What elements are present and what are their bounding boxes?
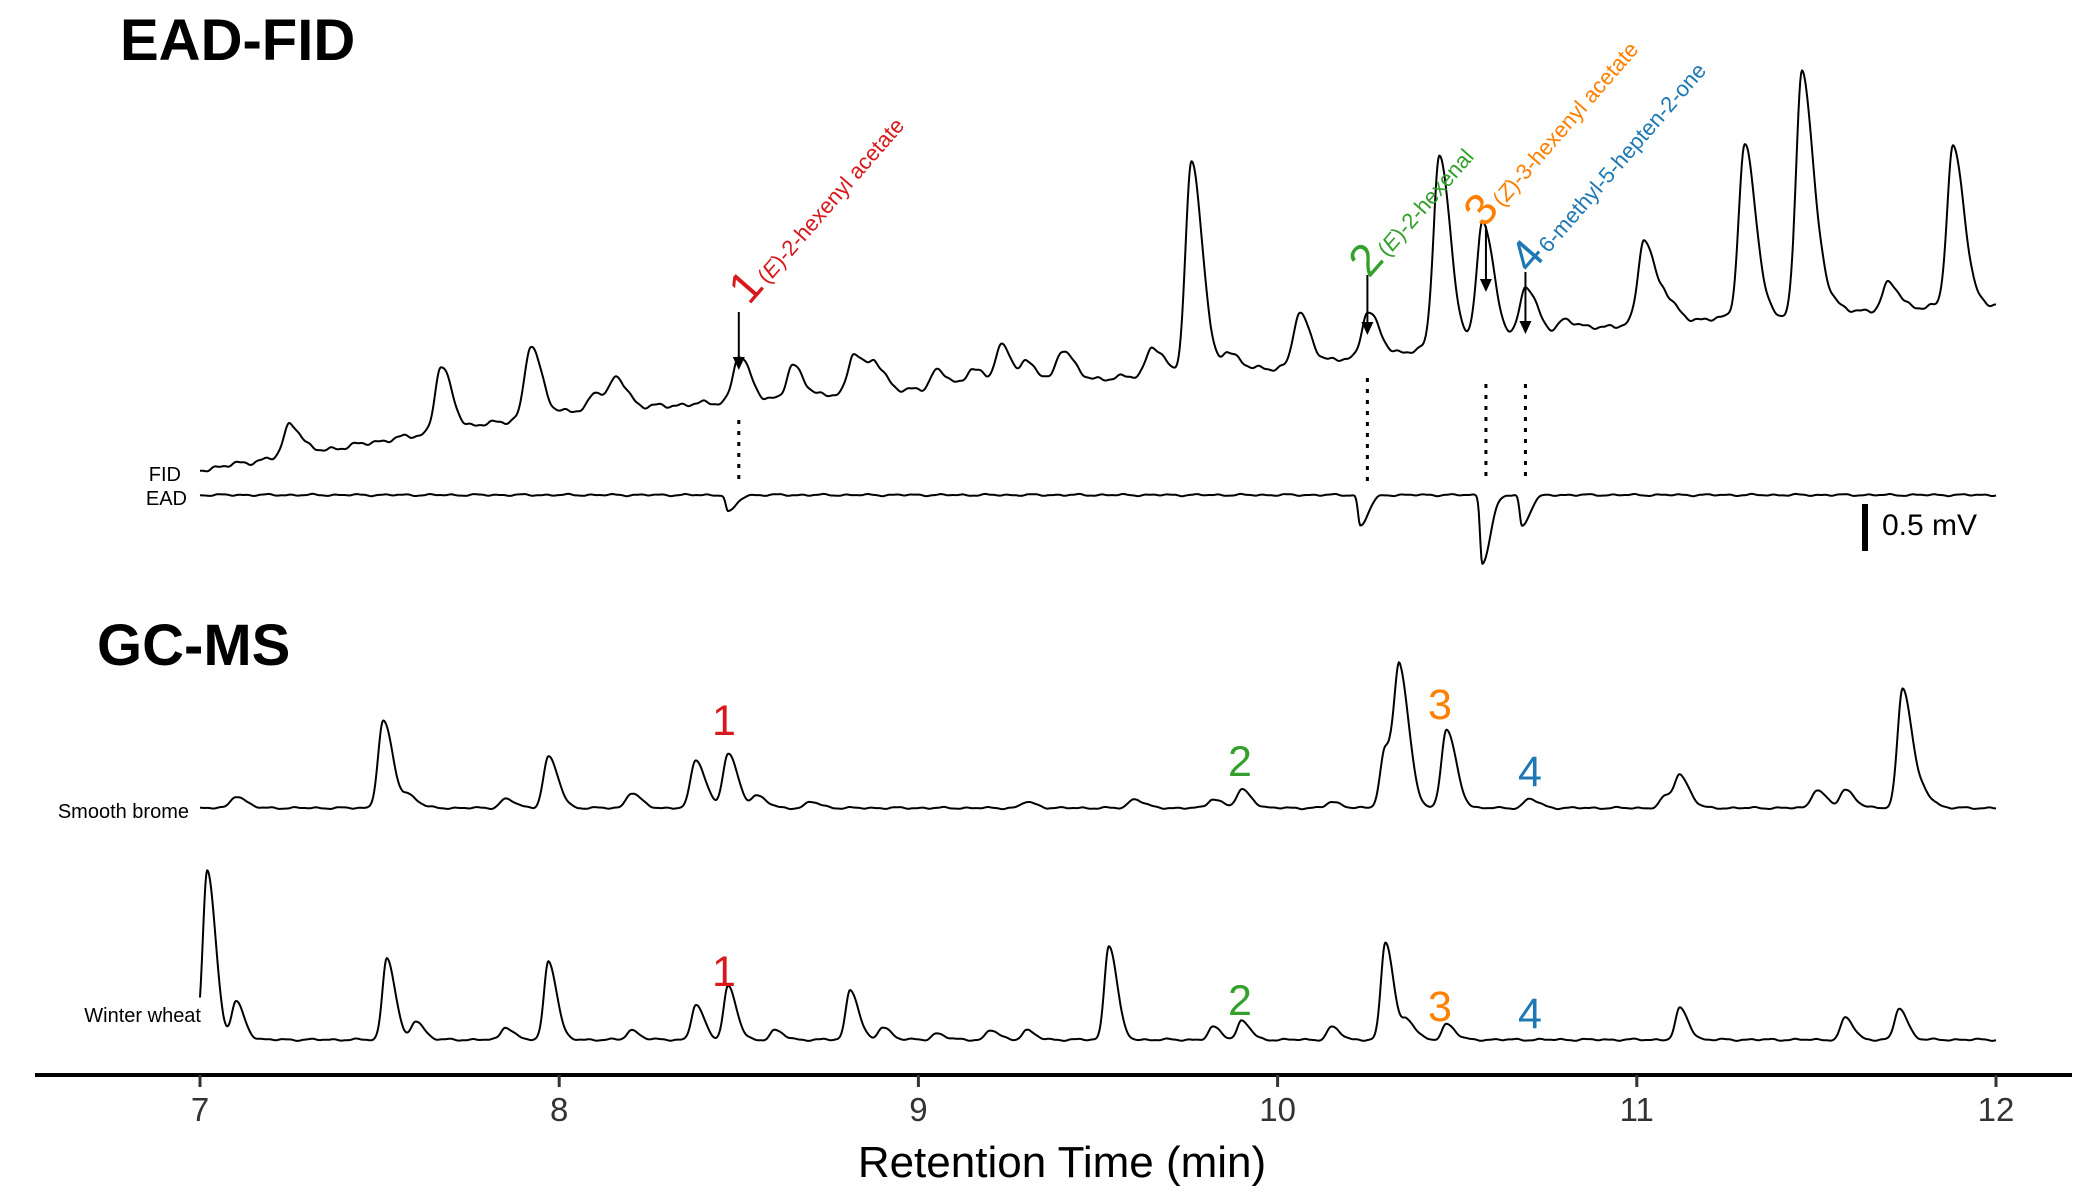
eadfid-panel-title: EAD-FID <box>120 8 355 73</box>
winter-wheat-compound-3-number: 3 <box>1428 983 1452 1031</box>
smooth-brome-label: Smooth brome <box>58 801 189 823</box>
compound-3-name: (Z)-3-hexenyl acetate <box>1487 37 1643 211</box>
smooth-brome-compound-1-number: 1 <box>712 697 736 745</box>
x-tick-label: 12 <box>1978 1091 2015 1128</box>
winter-wheat-trace-line <box>199 869 1997 1042</box>
compound-4-name: 6-methyl-5-hepten-2-one <box>1533 58 1711 257</box>
x-axis-title: Retention Time (min) <box>858 1138 1266 1187</box>
peak-arrows <box>732 226 1532 370</box>
winter-wheat-compound-4-number: 4 <box>1518 990 1542 1038</box>
smooth-brome-compound-2-number: 2 <box>1228 738 1252 786</box>
gcms-panel-title: GC-MS <box>97 613 290 678</box>
ead-trace-label: EAD <box>146 488 187 510</box>
x-tick-label: 11 <box>1620 1091 1654 1128</box>
compound-3-label: 3 (Z)-3-hexenyl acetate <box>1453 37 1643 236</box>
winter-wheat-compound-1-number: 1 <box>712 948 736 996</box>
gcms-compound-numbers: 1 2 3 4 1 2 3 4 <box>712 681 1542 1038</box>
smooth-brome-compound-3-number: 3 <box>1428 681 1452 729</box>
x-tick-label: 8 <box>550 1091 568 1128</box>
x-tick-label: 10 <box>1259 1091 1296 1128</box>
arrow-head-compound-2 <box>1361 322 1374 335</box>
compound-1-name: (E)-2-hexenyl acetate <box>752 113 909 288</box>
arrow-head-compound-3 <box>1479 279 1492 292</box>
peak-connector-lines <box>737 378 1527 482</box>
x-axis-ticks: 7 8 9 10 11 12 <box>191 1075 2015 1128</box>
compound-1-label: 1 (E)-2-hexenyl acetate <box>718 113 909 313</box>
smooth-brome-trace-line <box>199 661 1997 811</box>
smooth-brome-compound-4-number: 4 <box>1518 748 1542 796</box>
x-tick-label: 7 <box>191 1091 209 1128</box>
winter-wheat-compound-2-number: 2 <box>1228 977 1252 1025</box>
arrow-head-compound-1 <box>732 357 745 370</box>
winter-wheat-label: Winter wheat <box>84 1005 201 1027</box>
x-tick-label: 9 <box>909 1091 927 1128</box>
scale-bar-label: 0.5 mV <box>1882 509 1977 542</box>
ead-trace-line <box>199 492 1997 565</box>
arrow-head-compound-4 <box>1519 321 1532 334</box>
fid-trace-line <box>199 69 1997 473</box>
fid-trace-label: FID <box>149 464 181 486</box>
